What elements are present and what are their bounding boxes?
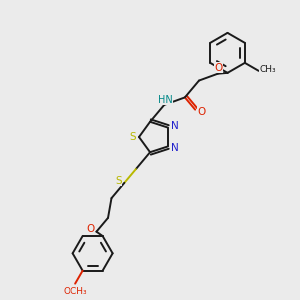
Text: HN: HN (158, 95, 172, 105)
Text: S: S (115, 176, 122, 186)
Text: O: O (86, 224, 94, 234)
Text: OCH₃: OCH₃ (63, 287, 87, 296)
Text: CH₃: CH₃ (260, 65, 276, 74)
Text: S: S (130, 132, 136, 142)
Text: N: N (171, 121, 179, 130)
Text: O: O (215, 63, 223, 73)
Text: O: O (197, 107, 205, 117)
Text: N: N (171, 143, 179, 153)
